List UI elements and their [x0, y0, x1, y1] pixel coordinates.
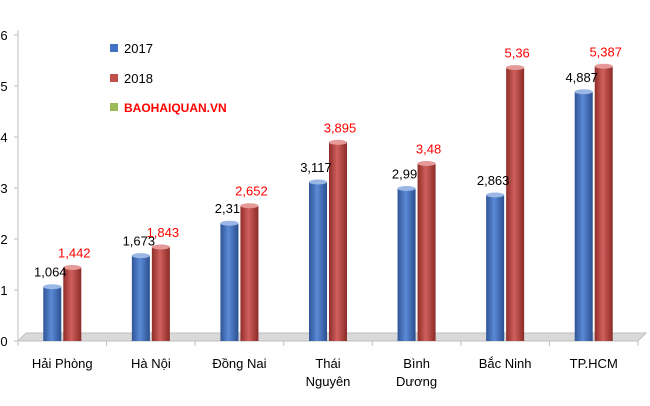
x-tick-label: Bình Dương [396, 356, 437, 389]
bar-2017-0 [43, 284, 62, 341]
bar-2018-4 [417, 161, 436, 341]
legend-label-2018: 2018 [124, 71, 153, 86]
data-label-2018: 2,652 [235, 184, 268, 199]
bar-front-2017 [397, 188, 416, 341]
data-label-2018: 3,48 [416, 142, 441, 157]
bar-top-2017 [574, 89, 593, 95]
y-tick-label: 0 [0, 334, 7, 349]
bar-2018-2 [240, 203, 259, 341]
bar-2017-5 [486, 192, 505, 341]
bar-top-2018 [63, 264, 82, 270]
data-label-2017: 3,117 [300, 160, 332, 175]
bar-2018-0 [63, 264, 82, 341]
bar-2017-4 [397, 186, 416, 341]
bar-top-2018 [151, 244, 170, 250]
x-tick-label: Hà Nội [131, 356, 171, 371]
y-tick-label: 2 [0, 232, 7, 247]
data-label-2018: 3,895 [324, 120, 357, 135]
bar-front-2018 [594, 66, 613, 341]
data-label-2018: 1,843 [147, 225, 180, 240]
bar-front-2018 [151, 247, 170, 341]
legend-label-source: BAOHAIQUAN.VN [124, 101, 227, 115]
bar-front-2017 [43, 286, 62, 341]
data-label-2018: 1,442 [58, 245, 91, 260]
bar-front-2017 [220, 223, 239, 341]
data-label-2018: 5,387 [589, 44, 622, 59]
bar-2018-1 [151, 244, 170, 341]
y-tick-label: 6 [0, 28, 7, 43]
bar-top-2018 [329, 139, 347, 145]
y-tick-label: 5 [0, 79, 7, 94]
data-label-2017: 2,31 [215, 201, 240, 216]
x-tick-label: Bắc Ninh [479, 356, 532, 371]
data-label-2017: 4,887 [565, 70, 598, 85]
legend-swatch-source [110, 103, 118, 111]
data-label-2018: 5,36 [504, 46, 529, 61]
bar-front-2017 [574, 91, 593, 341]
legend-label-2017: 2017 [124, 41, 153, 56]
bar-2018-3 [329, 139, 347, 341]
x-tick-label: Hải Phòng [32, 356, 93, 371]
bar-front-2017 [131, 255, 150, 341]
bar-front-2018 [63, 267, 82, 341]
legend-swatch-2017 [110, 44, 118, 52]
bar-front-2017 [309, 182, 327, 341]
bar-top-2018 [506, 65, 525, 71]
bar-2017-3 [309, 179, 327, 341]
chart-bars [43, 63, 613, 341]
bar-top-2017 [131, 253, 150, 259]
bar-2018-5 [506, 65, 525, 341]
chart-data-labels: 1,064 1,673 2,31 3,117 2,99 2,863 4,887 1,442 1,… [34, 44, 622, 279]
data-label-2017: 2,863 [477, 173, 510, 188]
bar-top-2018 [594, 63, 613, 69]
y-tick-label: 1 [0, 283, 7, 298]
bar-top-2017 [220, 220, 239, 226]
chart-legend: 2017 2018 BAOHAIQUAN.VN [110, 41, 227, 115]
bar-top-2017 [43, 284, 62, 290]
bar-top-2017 [397, 186, 416, 192]
bar-top-2018 [240, 203, 259, 209]
y-tick-label: 4 [0, 130, 7, 145]
bar-top-2018 [417, 161, 436, 167]
bar-2017-1 [131, 253, 150, 341]
bar-top-2017 [486, 192, 505, 198]
data-label-2017: 1,673 [123, 234, 156, 249]
bar-top-2017 [309, 179, 327, 185]
bar-2017-2 [220, 220, 239, 341]
y-tick-label: 3 [0, 181, 7, 196]
legend-swatch-2018 [110, 74, 118, 82]
bar-2017-6 [574, 89, 593, 341]
bar-front-2017 [486, 194, 505, 341]
data-label-2017: 2,99 [392, 167, 417, 182]
bar-front-2018 [240, 205, 259, 341]
bar-2018-6 [594, 63, 613, 341]
bar-front-2018 [417, 163, 436, 341]
data-label-2017: 1,064 [34, 265, 67, 280]
bar-front-2018 [506, 67, 525, 341]
x-tick-label: TP.HCM [570, 356, 618, 371]
x-tick-label: Thái Nguyên [306, 356, 351, 389]
x-tick-label: Đồng Nai [212, 356, 266, 371]
bar-front-2018 [329, 142, 347, 341]
